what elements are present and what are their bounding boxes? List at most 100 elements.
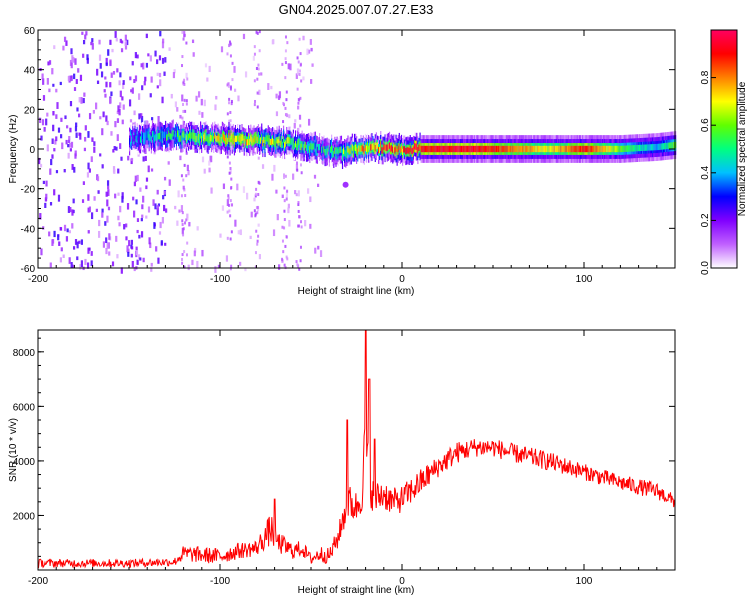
noise-speckle xyxy=(144,155,147,161)
ridge-cell xyxy=(415,143,417,150)
noise-speckle xyxy=(114,31,117,38)
noise-speckle xyxy=(121,82,125,90)
noise-speckle xyxy=(88,168,91,173)
noise-speckle xyxy=(65,236,69,242)
noise-stripe xyxy=(182,227,185,231)
noise-speckle xyxy=(72,264,75,269)
noise-speckle xyxy=(234,219,237,227)
noise-speckle xyxy=(63,36,67,42)
ridge-cell xyxy=(266,135,268,142)
noise-speckle xyxy=(135,249,139,256)
ridge-cell xyxy=(617,145,619,153)
ridge-cell xyxy=(549,145,551,153)
ridge-cell xyxy=(431,145,433,153)
noise-speckle xyxy=(164,242,167,246)
noise-speckle xyxy=(180,205,184,213)
ridge-cell xyxy=(558,145,560,153)
noise-stripe xyxy=(186,241,189,245)
noise-stripe xyxy=(284,35,287,39)
noise-stripe xyxy=(300,225,303,229)
noise-speckle xyxy=(313,174,317,179)
ridge-cell xyxy=(385,144,387,151)
noise-speckle xyxy=(39,117,42,123)
snr-x-ticks: -200 -100 0 100 xyxy=(28,330,676,587)
noise-speckle xyxy=(142,257,145,263)
ridge-cell xyxy=(463,145,465,153)
noise-speckle xyxy=(210,187,213,194)
ridge-cell xyxy=(206,135,208,142)
noise-speckle xyxy=(156,189,159,195)
noise-speckle xyxy=(131,61,134,66)
noise-speckle xyxy=(163,176,167,181)
ridge-cell xyxy=(452,145,454,153)
noise-stripe xyxy=(257,234,260,238)
noise-speckle xyxy=(293,122,296,129)
noise-speckle xyxy=(242,186,246,193)
noise-stripe xyxy=(283,263,286,267)
ridge-cell xyxy=(480,145,482,153)
ridge-cell xyxy=(306,144,309,151)
noise-speckle xyxy=(130,253,133,258)
noise-stripe xyxy=(182,109,185,113)
noise-speckle xyxy=(90,41,93,46)
noise-stripe xyxy=(257,67,260,71)
ridge-cell xyxy=(471,145,474,153)
noise-speckle xyxy=(126,39,129,46)
noise-speckle xyxy=(314,247,317,254)
noise-speckle xyxy=(309,223,312,229)
noise-speckle xyxy=(96,176,100,182)
ridge-cell xyxy=(592,145,594,153)
noise-speckle xyxy=(63,224,67,232)
ridge-cell xyxy=(149,134,151,142)
noise-speckle xyxy=(116,134,119,142)
ridge-cell xyxy=(579,145,582,153)
ridge-cell xyxy=(440,145,442,153)
noise-stripe xyxy=(183,163,186,167)
ridge-cell xyxy=(489,145,491,153)
noise-stripe xyxy=(231,61,234,65)
noise-stripe xyxy=(229,110,232,114)
noise-speckle xyxy=(307,118,311,126)
noise-stripe xyxy=(253,209,256,213)
noise-speckle xyxy=(93,141,96,146)
noise-speckle xyxy=(60,117,63,122)
ridge-cell xyxy=(196,135,198,143)
ridge-cell xyxy=(371,143,373,151)
noise-speckle xyxy=(196,226,199,231)
ridge-cell xyxy=(618,145,620,153)
noise-speckle xyxy=(208,167,211,173)
noise-speckle xyxy=(317,245,320,250)
noise-speckle xyxy=(41,73,44,80)
noise-speckle xyxy=(168,179,171,186)
noise-speckle xyxy=(163,71,166,76)
ridge-cell xyxy=(329,146,332,154)
noise-speckle xyxy=(40,248,43,256)
noise-speckle xyxy=(144,76,147,82)
noise-stripe xyxy=(283,199,286,203)
noise-stripe xyxy=(257,193,260,197)
noise-speckle xyxy=(106,120,109,126)
noise-speckle xyxy=(84,34,87,40)
ridge-cell xyxy=(668,142,670,149)
noise-stripe xyxy=(181,64,184,68)
noise-stripe xyxy=(284,57,287,61)
ridge-cell xyxy=(653,144,655,151)
noise-stripe xyxy=(183,250,186,254)
noise-stripe xyxy=(226,155,229,159)
ridge-cell xyxy=(457,145,459,153)
ridge-cell xyxy=(675,141,677,149)
ridge-cell xyxy=(231,136,233,143)
ridge-cell xyxy=(292,140,294,147)
noise-stripe xyxy=(296,168,299,172)
ridge-cell xyxy=(436,145,439,153)
ridge-cell xyxy=(178,133,180,140)
noise-speckle xyxy=(98,219,101,227)
noise-stripe xyxy=(283,173,286,177)
ridge-cell xyxy=(612,145,614,153)
ridge-cell xyxy=(141,134,143,141)
ridge-cell xyxy=(273,138,275,146)
ridge-cell xyxy=(433,145,435,153)
ridge-cell xyxy=(194,135,196,143)
noise-speckle xyxy=(119,72,122,78)
ridge-cell xyxy=(411,147,414,155)
